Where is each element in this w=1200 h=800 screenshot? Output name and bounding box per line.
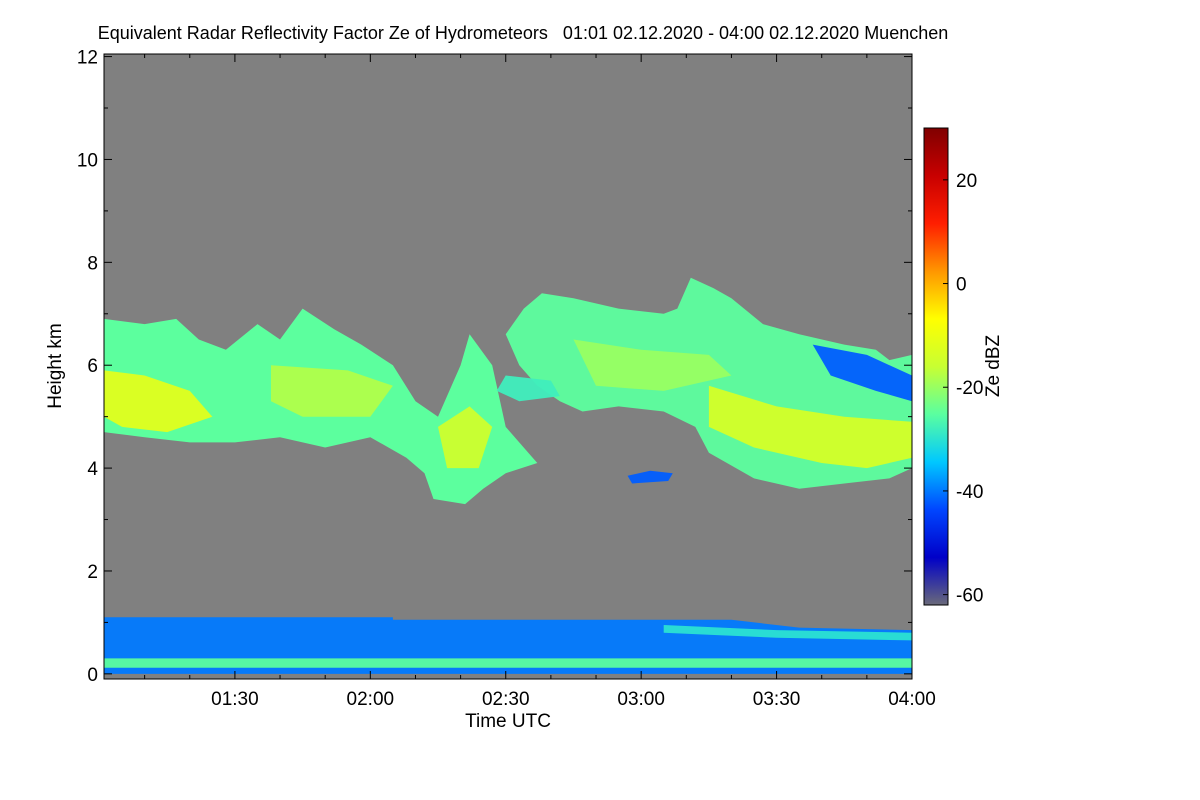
x-tick-label: 03:30	[753, 689, 801, 710]
y-tick-label: 0	[87, 665, 98, 686]
x-tick-label: 01:30	[211, 689, 259, 710]
y-tick-label: 6	[87, 356, 98, 377]
x-tick-label: 02:30	[482, 689, 530, 710]
x-tick-label: 03:00	[617, 689, 665, 710]
echo-region	[271, 365, 393, 417]
echo-region	[438, 406, 493, 469]
echo-region	[812, 344, 912, 402]
echo-region	[573, 339, 732, 391]
x-tick-label: 02:00	[347, 689, 395, 710]
x-axis-ticks: 01:30 02:00 02:30 03:00 03:30 04:00	[144, 54, 936, 710]
colorbar-tick-label: -60	[956, 586, 983, 607]
echo-region	[708, 385, 912, 469]
y-axis-label: Height km	[45, 323, 66, 409]
x-axis-label: Time UTC	[465, 711, 551, 732]
y-tick-label: 2	[87, 562, 98, 583]
y-tick-label: 10	[77, 150, 98, 171]
colorbar-ticks: 20 0 -20 -40 -60	[943, 171, 983, 607]
chart-title: Equivalent Radar Reflectivity Factor Ze …	[98, 23, 949, 43]
echo-region	[627, 470, 673, 484]
colorbar-tick-label: -20	[956, 378, 983, 399]
echo-region	[104, 370, 213, 433]
echo-region	[496, 375, 560, 402]
colorbar-label: Ze dBZ	[983, 334, 1004, 397]
colorbar-tick-label: -40	[956, 482, 983, 503]
colorbar-tick-label: 20	[956, 171, 977, 192]
y-tick-label: 12	[77, 48, 98, 69]
colorbar	[923, 127, 949, 606]
echo-region	[663, 625, 912, 641]
y-tick-label: 8	[87, 253, 98, 274]
echo-region	[104, 658, 912, 668]
y-tick-label: 4	[87, 459, 98, 480]
colorbar-tick-label: 0	[956, 275, 967, 296]
plot-frame	[103, 53, 913, 680]
y-axis-ticks: 0 2 4 6 8 10 12	[77, 48, 912, 686]
x-tick-label: 04:00	[888, 689, 936, 710]
echo-layer	[104, 277, 912, 674]
